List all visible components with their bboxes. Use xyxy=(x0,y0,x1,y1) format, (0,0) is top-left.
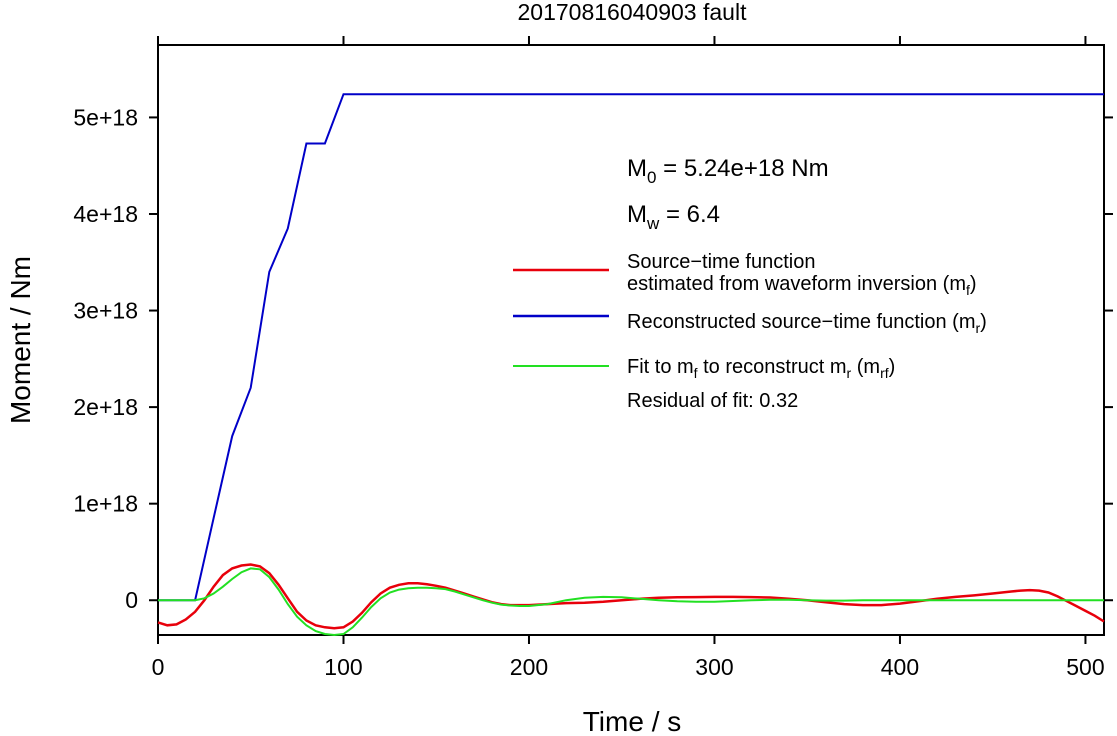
y-tick-label: 3e+18 xyxy=(73,298,138,324)
annotation-m0: M0 = 5.24e+18 Nm xyxy=(627,155,829,187)
x-tick-label: 200 xyxy=(510,654,548,680)
y-tick-label: 1e+18 xyxy=(73,491,138,517)
plot-area xyxy=(157,93,1105,637)
axes: 0 100 200 300 400 500 0 1e+18 2e+18 3e+18 4e+18 5e+… xyxy=(73,36,1113,680)
x-tick-label: 0 xyxy=(152,654,165,680)
series-line-reconstructed xyxy=(158,93,1104,602)
x-axis-label: Time / s xyxy=(583,706,682,736)
legend-label-waveform-inversion-line1: Source−time function xyxy=(627,251,815,273)
x-tick-label: 500 xyxy=(1066,654,1104,680)
legend-label-reconstructed: Reconstructed source−time function (mr) xyxy=(627,311,987,336)
legend: Source−time function estimated from wave… xyxy=(513,251,987,412)
x-tick-label: 400 xyxy=(881,654,919,680)
x-tick-label: 300 xyxy=(695,654,733,680)
y-tick-label: 5e+18 xyxy=(73,104,138,130)
legend-label-fit: Fit to mf to reconstruct mr (mrf) xyxy=(627,356,895,381)
plot-frame xyxy=(157,44,1105,636)
annotation-mw: Mw = 6.4 xyxy=(627,201,720,233)
y-axis-label: Moment / Nm xyxy=(5,256,36,424)
annotation-residual: Residual of fit: 0.32 xyxy=(627,390,798,412)
x-tick-label: 100 xyxy=(324,654,362,680)
chart-title: 20170816040903 fault xyxy=(518,0,748,25)
legend-label-waveform-inversion-line2: estimated from waveform inversion (mf) xyxy=(627,273,977,298)
y-tick-label: 2e+18 xyxy=(73,394,138,420)
y-tick-label: 4e+18 xyxy=(73,201,138,227)
y-tick-label: 0 xyxy=(125,587,138,613)
series-line-fit xyxy=(158,567,1104,637)
